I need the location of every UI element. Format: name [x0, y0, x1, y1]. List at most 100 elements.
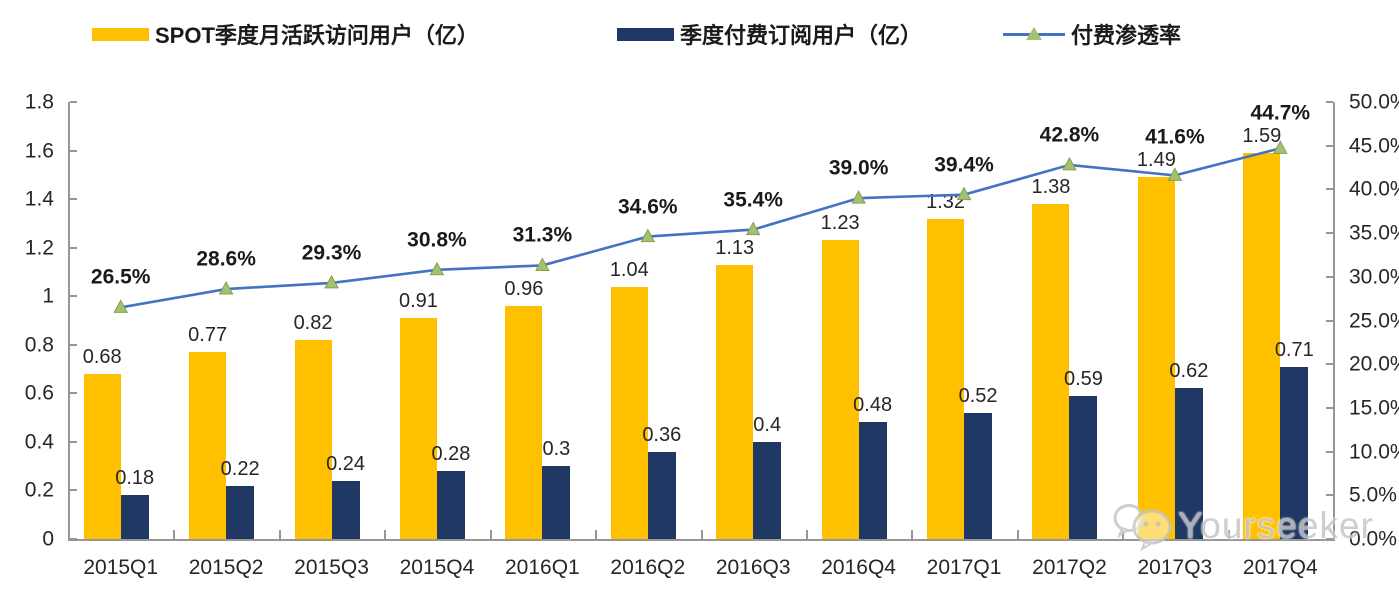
penetration-label: 28.6% [196, 247, 256, 271]
wechat-icon [1113, 504, 1172, 552]
x-axis-tick [173, 530, 176, 539]
bar-label-subs: 0.22 [220, 457, 260, 480]
bar-label-subs: 0.4 [753, 413, 782, 436]
bar-label-mau: 1.49 [1136, 149, 1176, 172]
y-axis-left-tick [70, 489, 77, 492]
x-axis-tick-label: 2016Q4 [821, 556, 896, 579]
y-axis-right-tick-label: 40.0% [1349, 177, 1399, 201]
x-axis-tick-label: 2017Q3 [1137, 556, 1213, 579]
bar-label-subs: 0.59 [1063, 367, 1103, 390]
bar-label-mau: 1.38 [1031, 175, 1071, 198]
y-axis-right-tick-label: 10.0% [1349, 440, 1399, 464]
y-axis-left-tick [70, 101, 77, 103]
penetration-marker-icon [535, 257, 550, 271]
y-axis-right-tick [1326, 538, 1333, 540]
penetration-marker-icon [745, 221, 761, 236]
y-axis-left [68, 102, 70, 539]
penetration-marker-icon [324, 274, 339, 289]
bar-label-subs: 0.62 [1169, 360, 1209, 383]
bar-label-mau: 0.68 [82, 345, 122, 368]
watermark-text: Yourseeker [1178, 505, 1374, 546]
penetration-label: 26.5% [90, 265, 151, 289]
bar-label-mau: 0.82 [293, 311, 333, 334]
bar-subs [1280, 366, 1309, 539]
y-axis-left-tick-label: 0.8 [24, 333, 54, 357]
legend-label-subs: 季度付费订阅用户（亿） [680, 23, 923, 48]
bar-label-mau: 1.04 [609, 258, 649, 281]
legend-item-penetration: 付费渗透率 [1003, 18, 1181, 50]
penetration-label: 41.6% [1145, 125, 1205, 149]
y-axis-left-tick-label: 1 [42, 284, 54, 308]
penetration-label: 42.8% [1039, 123, 1100, 147]
penetration-marker-icon [218, 280, 234, 295]
y-axis-left-tick [70, 392, 77, 395]
penetration-label: 30.8% [407, 228, 467, 252]
penetration-label: 44.7% [1250, 101, 1311, 125]
y-axis-right-tick [1326, 450, 1333, 453]
x-axis-tick [805, 530, 808, 539]
bar-subs [120, 495, 149, 539]
penetration-label: 35.4% [723, 188, 783, 212]
y-axis-right-tick [1326, 494, 1333, 497]
x-axis-tick [278, 530, 281, 539]
x-axis-tick-label: 2015Q1 [83, 556, 159, 579]
bar-label-mau: 0.96 [504, 277, 544, 300]
bar-subs [226, 485, 255, 539]
x-axis-tick [1122, 530, 1125, 539]
bar-subs [331, 480, 360, 539]
y-axis-left-tick [70, 343, 77, 346]
x-axis [68, 539, 1335, 541]
bar-mau [189, 352, 227, 539]
y-axis-left-tick [70, 538, 77, 540]
penetration-label: 31.3% [512, 223, 573, 247]
y-axis-right-tick [1326, 101, 1333, 103]
x-axis-tick-label: 2016Q2 [610, 556, 686, 579]
x-axis-tick-label: 2016Q1 [505, 556, 580, 579]
bar-label-subs: 0.28 [431, 443, 471, 466]
bar-label-mau: 0.91 [398, 290, 438, 313]
y-axis-right-tick-label: 0.0% [1349, 527, 1397, 551]
x-axis-tick [595, 530, 598, 539]
y-axis-right-tick-label: 45.0% [1349, 134, 1399, 158]
bar-subs [858, 422, 887, 539]
y-axis-left-tick-label: 1.2 [24, 236, 54, 260]
y-axis-left-tick [70, 295, 77, 298]
bar-subs [647, 451, 676, 539]
y-axis-right-tick [1326, 319, 1333, 322]
legend-item-mau: SPOT季度月活跃访问用户（亿） [92, 18, 479, 50]
y-axis-left-tick-label: 1.4 [24, 187, 54, 211]
y-axis-right-tick-label: 35.0% [1349, 221, 1399, 245]
penetration-marker-icon [113, 299, 129, 313]
y-axis-left-tick-label: 1.6 [24, 139, 54, 163]
bar-label-mau: 1.32 [926, 190, 965, 213]
bar-label-mau: 1.59 [1242, 124, 1282, 147]
bar-mau [294, 339, 332, 539]
y-axis-left-tick [70, 246, 77, 249]
bar-subs [436, 471, 465, 539]
x-axis-tick-label: 2016Q3 [715, 556, 791, 579]
penetration-marker-icon [640, 228, 656, 243]
y-axis-right-tick [1326, 363, 1333, 366]
x-axis-tick-label: 2015Q2 [188, 556, 264, 579]
legend-label-penetration: 付费渗透率 [1071, 23, 1182, 48]
bar-mau [927, 218, 965, 539]
bar-subs [753, 441, 782, 539]
bar-label-subs: 0.48 [853, 394, 893, 417]
y-axis-right-tick [1326, 406, 1333, 409]
bar-mau [821, 240, 859, 539]
x-axis-tick-label: 2017Q4 [1242, 556, 1318, 579]
y-axis-left-tick-label: 0.4 [24, 430, 54, 454]
x-axis-tick [911, 530, 914, 539]
x-axis-tick [1016, 530, 1019, 539]
legend-line-marker-icon [1003, 26, 1065, 42]
x-axis-tick-label: 2015Q4 [399, 556, 475, 579]
x-axis-tick-label: 2017Q1 [926, 556, 1002, 579]
y-axis-right-tick-label: 5.0% [1349, 483, 1397, 507]
y-axis-right-tick-label: 15.0% [1349, 396, 1399, 420]
y-axis-right [1333, 102, 1335, 539]
y-axis-right-tick [1326, 188, 1333, 191]
watermark: Yourseeker [1112, 499, 1374, 553]
penetration-label: 34.6% [618, 195, 678, 219]
bar-subs [1069, 395, 1098, 539]
